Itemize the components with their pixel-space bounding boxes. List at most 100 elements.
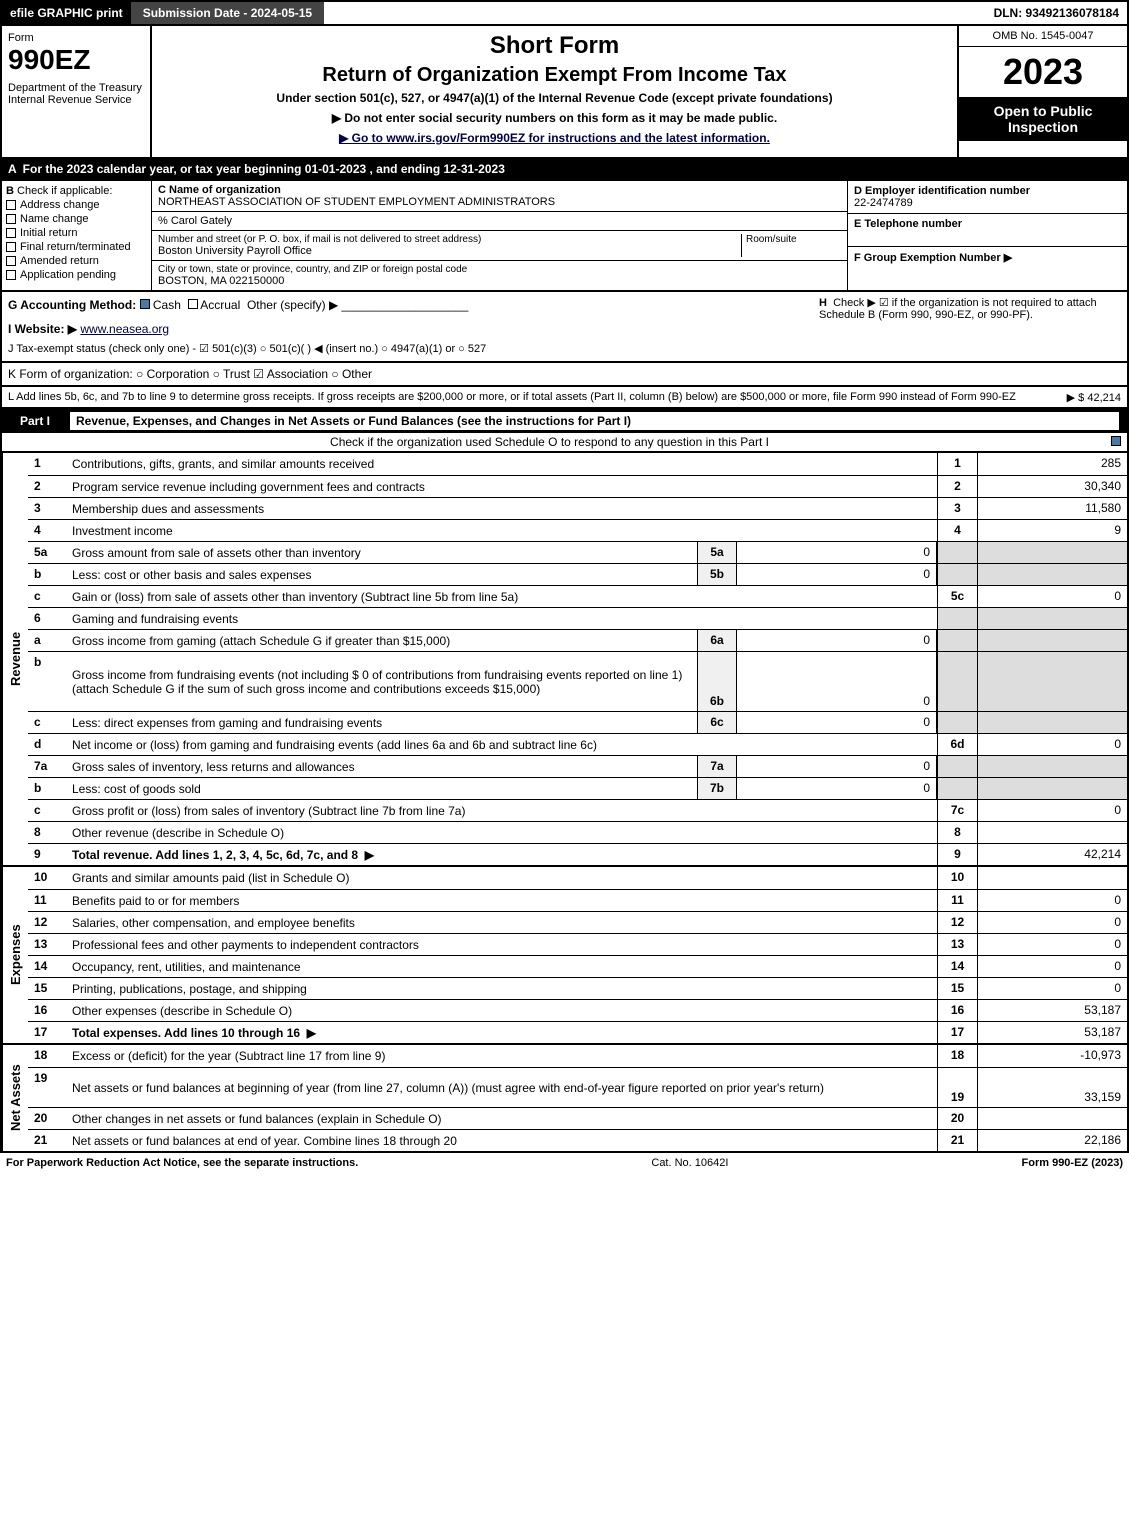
col-num: 1 — [937, 453, 977, 475]
sub-num: 6b — [697, 652, 737, 711]
instruction-2-text[interactable]: ▶ Go to www.irs.gov/Form990EZ for instru… — [339, 131, 770, 145]
footer-center: Cat. No. 10642I — [358, 1157, 1021, 1169]
col-val: 30,340 — [977, 476, 1127, 497]
sub-num: 6c — [697, 712, 737, 733]
col-num: 6d — [937, 734, 977, 755]
footer-right: Form 990-EZ (2023) — [1022, 1157, 1123, 1169]
line-desc: Net income or (loss) from gaming and fun… — [68, 734, 937, 755]
col-num-grey — [937, 756, 977, 777]
line-9-bold: Total revenue. Add lines 1, 2, 3, 4, 5c,… — [72, 848, 358, 862]
sub-num: 7b — [697, 778, 737, 799]
line-desc: Excess or (deficit) for the year (Subtra… — [68, 1045, 937, 1067]
header-left: Form 990EZ Department of the Treasury In… — [2, 26, 152, 157]
cb-accrual[interactable] — [188, 299, 198, 309]
col-val — [977, 867, 1127, 889]
org-name-block: C Name of organization NORTHEAST ASSOCIA… — [152, 181, 847, 212]
care-of: % Carol Gately — [158, 215, 841, 227]
col-val: 0 — [977, 934, 1127, 955]
line-desc: Less: direct expenses from gaming and fu… — [68, 712, 697, 733]
h-text: Check ▶ ☑ if the organization is not req… — [819, 297, 1097, 321]
subtitle: Under section 501(c), 527, or 4947(a)(1)… — [164, 91, 945, 105]
col-num: 16 — [937, 1000, 977, 1021]
line-desc: Gain or (loss) from sale of assets other… — [68, 586, 937, 607]
line-desc: Occupancy, rent, utilities, and maintena… — [68, 956, 937, 977]
line-num: 1 — [28, 453, 68, 475]
dept-label: Department of the Treasury Internal Reve… — [8, 82, 144, 106]
cb-initial-return[interactable]: Initial return — [6, 227, 147, 239]
room-label: Room/suite — [746, 234, 841, 245]
line-desc: Less: cost or other basis and sales expe… — [68, 564, 697, 585]
col-val: 22,186 — [977, 1130, 1127, 1151]
col-num: 7c — [937, 800, 977, 821]
col-num: 8 — [937, 822, 977, 843]
cb-schedule-o[interactable] — [1111, 436, 1121, 446]
expenses-table: Expenses 10Grants and similar amounts pa… — [0, 867, 1129, 1045]
col-val: 0 — [977, 890, 1127, 911]
col-num: 20 — [937, 1108, 977, 1129]
col-val: 11,580 — [977, 498, 1127, 519]
line-num: 19 — [28, 1068, 68, 1107]
instruction-1: ▶ Do not enter social security numbers o… — [164, 111, 945, 125]
cb-name-change[interactable]: Name change — [6, 213, 147, 225]
col-num-grey — [937, 564, 977, 585]
col-val-grey — [977, 608, 1127, 629]
col-val — [977, 1108, 1127, 1129]
col-val-grey — [977, 712, 1127, 733]
part1-title: Revenue, Expenses, and Changes in Net As… — [70, 412, 1119, 430]
line-num: 15 — [28, 978, 68, 999]
col-num: 15 — [937, 978, 977, 999]
line-num: 3 — [28, 498, 68, 519]
group-exempt-label: F Group Exemption Number ▶ — [854, 251, 1121, 264]
check-o-text: Check if the organization used Schedule … — [8, 435, 1091, 449]
row-k: K Form of organization: ○ Corporation ○ … — [0, 363, 1129, 387]
g-accrual: Accrual — [200, 298, 240, 312]
line-num: c — [28, 586, 68, 607]
col-val: 0 — [977, 956, 1127, 977]
col-val: 285 — [977, 453, 1127, 475]
form-label: Form — [8, 32, 144, 44]
cb-final-return[interactable]: Final return/terminated — [6, 241, 147, 253]
cb-cash[interactable] — [140, 299, 150, 309]
ein-value: 22-2474789 — [854, 197, 1121, 209]
sub-val: 0 — [737, 652, 937, 711]
col-val-grey — [977, 564, 1127, 585]
sub-val: 0 — [737, 712, 937, 733]
sub-num: 7a — [697, 756, 737, 777]
col-val-grey — [977, 652, 1127, 711]
submission-date: Submission Date - 2024-05-15 — [131, 2, 324, 24]
col-val: 0 — [977, 912, 1127, 933]
col-val: 0 — [977, 800, 1127, 821]
line-desc: Benefits paid to or for members — [68, 890, 937, 911]
line-num: 21 — [28, 1130, 68, 1151]
col-val: 0 — [977, 978, 1127, 999]
cb-amended[interactable]: Amended return — [6, 255, 147, 267]
efile-label[interactable]: efile GRAPHIC print — [2, 2, 131, 24]
org-name: NORTHEAST ASSOCIATION OF STUDENT EMPLOYM… — [158, 196, 841, 208]
line-desc: Total expenses. Add lines 10 through 16 … — [68, 1022, 937, 1043]
line-desc: Gross income from fundraising events (no… — [68, 652, 697, 711]
col-num: 17 — [937, 1022, 977, 1043]
col-num: 9 — [937, 844, 977, 865]
cb-app-pending[interactable]: Application pending — [6, 269, 147, 281]
col-num-grey — [937, 652, 977, 711]
line-num: a — [28, 630, 68, 651]
line-num: b — [28, 564, 68, 585]
row-l-value: ▶ $ 42,214 — [1067, 391, 1121, 404]
col-val: 0 — [977, 586, 1127, 607]
section-ghi: G Accounting Method: Cash Accrual Other … — [0, 292, 1129, 363]
line-desc: Less: cost of goods sold — [68, 778, 697, 799]
cb-address-change[interactable]: Address change — [6, 199, 147, 211]
col-num: 12 — [937, 912, 977, 933]
website-link[interactable]: www.neasea.org — [80, 322, 169, 336]
instruction-2: ▶ Go to www.irs.gov/Form990EZ for instru… — [164, 131, 945, 145]
line-num: c — [28, 800, 68, 821]
line-desc: Gross amount from sale of assets other t… — [68, 542, 697, 563]
sub-num: 6a — [697, 630, 737, 651]
line-desc: Other expenses (describe in Schedule O) — [68, 1000, 937, 1021]
line-num: 7a — [28, 756, 68, 777]
line-desc: Membership dues and assessments — [68, 498, 937, 519]
line-desc: Gross sales of inventory, less returns a… — [68, 756, 697, 777]
col-val: -10,973 — [977, 1045, 1127, 1067]
street: Boston University Payroll Office — [158, 245, 741, 257]
dln: DLN: 93492136078184 — [986, 2, 1127, 24]
